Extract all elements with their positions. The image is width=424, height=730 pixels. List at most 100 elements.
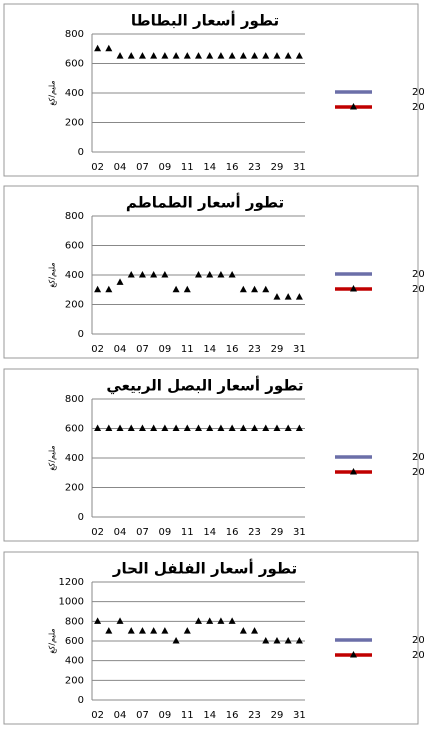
legend-marker <box>350 285 357 292</box>
y-axis-label: مليم/كغ <box>48 262 57 287</box>
marker <box>239 627 247 634</box>
marker <box>217 617 225 624</box>
legend-label: السعر 2015 <box>412 102 424 113</box>
y-tick-label: 0 <box>78 147 84 158</box>
x-tick-label: 29 <box>271 527 284 538</box>
x-tick-label: 29 <box>271 344 284 355</box>
marker <box>150 271 158 278</box>
panel <box>3 368 419 542</box>
marker <box>105 285 113 293</box>
marker <box>273 424 281 431</box>
x-tick-label: 04 <box>114 710 127 721</box>
marker <box>172 52 180 59</box>
marker <box>94 617 102 624</box>
x-tick-label: 07 <box>136 162 149 173</box>
marker <box>251 627 259 634</box>
x-tick-label: 31 <box>293 162 306 173</box>
x-tick-label: 09 <box>159 344 172 355</box>
marker <box>150 424 158 431</box>
marker <box>116 52 124 59</box>
chart-title: تطور أسعار البطاطا <box>131 11 279 30</box>
x-tick-label: 11 <box>181 710 194 721</box>
y-tick-label: 800 <box>65 29 84 40</box>
y-tick-label: 0 <box>78 695 84 706</box>
marker <box>228 271 236 278</box>
marker <box>251 424 259 431</box>
y-tick-label: 800 <box>65 616 84 627</box>
marker <box>127 271 135 278</box>
panel <box>3 3 419 177</box>
y-tick-label: 400 <box>65 453 84 464</box>
x-tick-label: 31 <box>293 527 306 538</box>
marker <box>172 285 180 293</box>
marker <box>262 285 270 293</box>
x-tick-label: 23 <box>248 527 261 538</box>
marker <box>206 52 214 59</box>
x-tick-label: 02 <box>91 710 104 721</box>
marker <box>195 271 202 278</box>
y-tick-label: 200 <box>65 118 84 129</box>
y-tick-label: 1000 <box>59 597 84 608</box>
x-tick-label: 09 <box>159 527 172 538</box>
y-tick-label: 600 <box>65 424 84 435</box>
marker <box>295 293 303 300</box>
y-tick-label: 1200 <box>59 577 84 588</box>
legend-marker <box>350 651 357 658</box>
marker <box>161 271 169 278</box>
marker <box>195 424 202 431</box>
y-tick-label: 800 <box>65 211 84 222</box>
marker <box>262 424 270 431</box>
marker <box>195 52 202 59</box>
x-tick-label: 09 <box>159 710 172 721</box>
x-tick-label: 09 <box>159 162 172 173</box>
legend-label: السعر 2014 <box>412 269 424 280</box>
legend-label: السعر 2014 <box>412 635 424 646</box>
x-tick-label: 02 <box>91 344 104 355</box>
marker <box>127 627 135 634</box>
marker <box>172 637 180 644</box>
marker <box>262 637 270 644</box>
y-tick-label: 400 <box>65 656 84 667</box>
marker <box>284 293 292 300</box>
marker <box>295 424 303 431</box>
marker <box>116 278 124 285</box>
marker <box>206 617 214 624</box>
marker <box>138 271 146 278</box>
marker <box>239 285 247 293</box>
marker <box>284 424 292 431</box>
marker <box>105 627 113 634</box>
x-tick-label: 23 <box>248 162 261 173</box>
y-tick-label: 600 <box>65 636 84 647</box>
legend-label: السعر 2015 <box>412 284 424 295</box>
marker <box>295 52 303 59</box>
x-tick-label: 29 <box>271 162 284 173</box>
marker <box>284 52 292 59</box>
marker <box>195 617 202 624</box>
y-axis-label: مليم/كغ <box>48 628 57 653</box>
x-tick-label: 14 <box>203 344 216 355</box>
marker <box>183 424 191 431</box>
marker <box>251 285 259 293</box>
panel <box>3 185 419 359</box>
y-tick-label: 200 <box>65 675 84 686</box>
marker <box>251 52 259 59</box>
marker <box>206 424 214 431</box>
x-tick-label: 16 <box>226 527 239 538</box>
legend-marker <box>350 103 357 110</box>
y-tick-label: 400 <box>65 270 84 281</box>
y-tick-label: 0 <box>78 512 84 523</box>
marker <box>105 44 113 52</box>
x-tick-label: 04 <box>114 344 127 355</box>
x-tick-label: 11 <box>181 344 194 355</box>
x-tick-label: 16 <box>226 710 239 721</box>
x-tick-label: 14 <box>203 527 216 538</box>
marker <box>94 424 102 431</box>
marker <box>116 424 124 431</box>
marker <box>228 617 236 624</box>
x-tick-label: 04 <box>114 162 127 173</box>
x-tick-label: 11 <box>181 527 194 538</box>
marker <box>239 424 247 431</box>
marker <box>138 627 146 634</box>
chart-title: تطور أسعار البصل الربيعي <box>106 376 303 395</box>
panel <box>3 551 419 725</box>
